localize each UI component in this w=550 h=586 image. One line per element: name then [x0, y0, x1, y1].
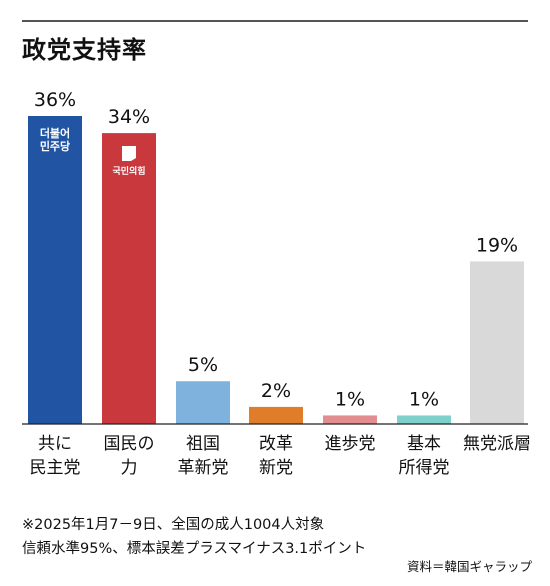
value-label-1: 34% — [108, 106, 150, 128]
category-label-5-1: 所得党 — [399, 458, 450, 478]
category-label-1-0: 国民の — [104, 434, 155, 454]
survey-note-line-2: 信頼水準95%、標本誤差プラスマイナス3.1ポイント — [22, 541, 367, 557]
bar-1 — [102, 133, 156, 424]
value-label-4: 1% — [335, 388, 365, 410]
bar-6 — [470, 261, 524, 424]
category-label-2-0: 祖国 — [186, 434, 220, 454]
category-label-3-1: 新党 — [259, 458, 293, 478]
party-logo-text-0-1: 민주당 — [40, 139, 70, 153]
bar-2 — [176, 381, 230, 424]
bar-5 — [397, 415, 451, 424]
value-label-5: 1% — [409, 388, 439, 410]
chart-title: 政党支持率 — [22, 36, 147, 64]
category-label-0-1: 民主党 — [30, 458, 81, 478]
value-label-6: 19% — [476, 234, 518, 256]
party-logo-text-0-0: 더불어 — [40, 126, 70, 140]
category-label-6-0: 無党派層 — [463, 434, 531, 454]
survey-note: ※2025年1月7－9日、全国の成人1004人対象 信頼水準95%、標本誤差プラ… — [22, 513, 366, 561]
category-label-0-0: 共に — [38, 434, 72, 454]
bar-4 — [323, 415, 377, 424]
category-label-5-0: 基本 — [407, 434, 441, 454]
value-label-2: 5% — [188, 354, 218, 376]
bar-0 — [28, 116, 82, 424]
top-rule — [22, 20, 528, 22]
category-label-2-1: 革新党 — [178, 458, 229, 478]
source-label: 資料＝韓国ギャラップ — [406, 559, 532, 574]
value-label-0: 36% — [34, 89, 76, 111]
category-label-3-0: 改革 — [259, 434, 293, 454]
ppp-mark-icon — [122, 146, 136, 161]
party-logo-ppp-icon — [122, 146, 136, 161]
category-label-1-1: 力 — [121, 458, 138, 478]
party-logo-text-1-0: 국민의힘 — [112, 165, 145, 177]
bar-3 — [249, 406, 303, 424]
survey-note-line-1: ※2025年1月7－9日、全国の成人1004人対象 — [22, 517, 325, 533]
category-label-4-0: 進歩党 — [325, 434, 376, 454]
value-label-3: 2% — [261, 380, 291, 402]
